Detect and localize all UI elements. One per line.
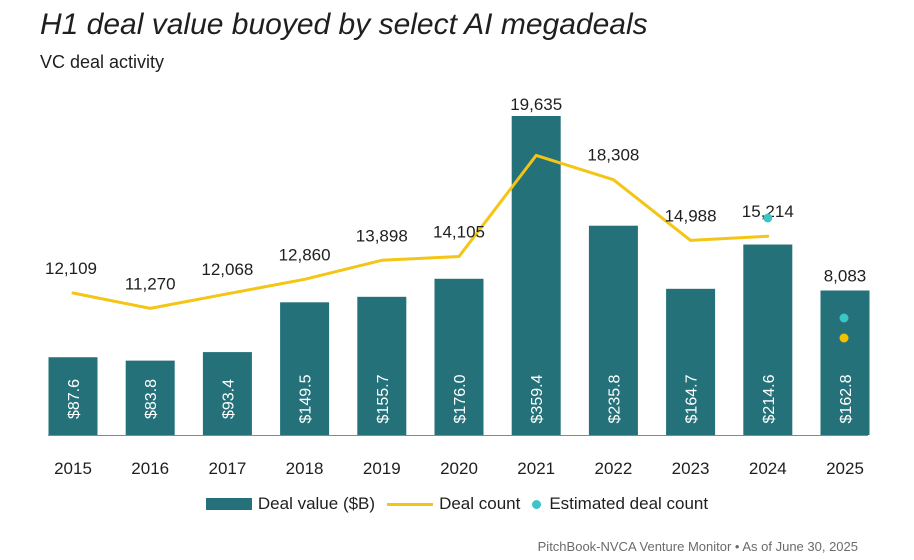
deal-count-label-2024: 15,214: [742, 202, 794, 221]
bar-value-label-2023: $164.7: [684, 374, 701, 423]
deal-count-line: [71, 153, 770, 310]
deal-count-labels: 12,109 11,270 12,068 12,860 13,898 14,105 19,6…: [45, 95, 866, 293]
x-tick-label-2022: 2022: [594, 459, 632, 478]
legend-swatch-line: [387, 502, 434, 506]
legend-item-deal-value: Deal value ($B): [205, 494, 376, 514]
deal-count-label-2015: 12,109: [45, 259, 97, 278]
estimate-dot-2025-teal: [839, 313, 849, 323]
bar-value-label-2024: $214.6: [761, 374, 778, 423]
bar-value-label-2022: $235.8: [606, 374, 623, 423]
bar-2018: [280, 302, 330, 435]
source-note: PitchBook-NVCA Venture Monitor • As of J…: [537, 539, 858, 554]
x-tick-label-2023: 2023: [672, 459, 710, 478]
bar-value-label-2017: $93.4: [220, 379, 237, 419]
legend-swatch-dot: [532, 499, 542, 509]
chart-title: H1 deal value buoyed by select AI megade…: [40, 8, 648, 41]
bar-2021: [511, 116, 561, 435]
x-tick-label-2018: 2018: [286, 459, 324, 478]
bar-value-label-2020: $176.0: [452, 374, 469, 423]
legend-label-deal-count: Deal count: [439, 494, 521, 513]
legend: Deal value ($B) Deal count Estimated dea…: [0, 494, 914, 514]
deal-count-label-2018: 12,860: [279, 245, 331, 264]
legend-swatch-bar: [205, 498, 252, 510]
deal-count-label-2017: 12,068: [201, 260, 253, 279]
deal-count-label-2023: 14,988: [665, 206, 717, 225]
deal-count-label-2021: 19,635: [510, 95, 562, 114]
bar-value-label-2018: $149.5: [298, 374, 315, 423]
bar-2020: [434, 278, 484, 435]
deal-count-label-2022: 18,308: [587, 146, 639, 165]
legend-label-deal-value: Deal value ($B): [257, 494, 376, 513]
bar-2022: [588, 225, 638, 435]
bar-2017: [202, 352, 252, 435]
x-tick-label-2017: 2017: [208, 459, 246, 478]
x-tick-label-2016: 2016: [131, 459, 169, 478]
bar-value-label-2021: $359.4: [529, 374, 546, 423]
estimate-dots: [763, 213, 849, 343]
bar-2024: [743, 244, 793, 435]
x-tick-label-2019: 2019: [363, 459, 401, 478]
bar-2023: [666, 288, 716, 435]
chart-subtitle: VC deal activity: [40, 52, 165, 72]
bar-value-label-2025: $162.8: [838, 374, 855, 423]
bar-value-label-2016: $83.8: [143, 379, 160, 419]
deal-count-label-2019: 13,898: [356, 226, 408, 245]
x-tick-label-2015: 2015: [54, 459, 92, 478]
legend-item-estimated: Estimated deal count: [532, 494, 708, 514]
x-tick-label-2025: 2025: [826, 459, 864, 478]
estimate-dot-2024-teal: [763, 213, 773, 223]
estimate-dot-2025-yellow: [839, 333, 849, 343]
legend-label-estimated: Estimated deal count: [549, 494, 709, 513]
deal-count-label-2020: 14,105: [433, 223, 485, 242]
deal-count-label-2016: 11,270: [125, 274, 176, 293]
bar-2019: [357, 296, 407, 435]
x-tick-label-2024: 2024: [749, 459, 787, 478]
deal-count-line-group: [71, 153, 770, 310]
x-tick-labels: 2015 2016 2017 2018 2019 2020 2021 2022 2023 2024…: [54, 459, 864, 478]
bar-value-label-2019: $155.7: [375, 374, 392, 423]
bars-group: $87.6 $83.8 $93.4 $149.5 $155.7 $176.0 $359.4 $…: [48, 116, 870, 435]
x-tick-label-2021: 2021: [517, 459, 555, 478]
x-tick-label-2020: 2020: [440, 459, 478, 478]
bar-2016: [125, 360, 175, 435]
bar-value-label-2015: $87.6: [66, 379, 83, 419]
deal-count-label-2025: 8,083: [824, 267, 867, 286]
bar-2015: [48, 357, 98, 435]
legend-item-deal-count: Deal count: [387, 494, 520, 514]
